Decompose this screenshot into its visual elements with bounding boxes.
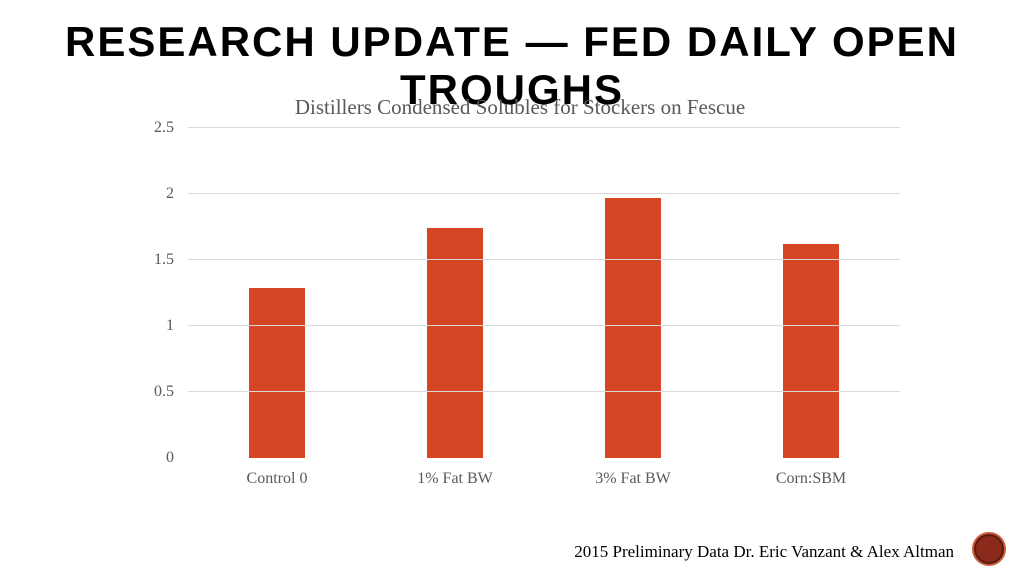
x-tick-label: 3% Fat BW: [544, 470, 722, 488]
bars-container: [188, 128, 900, 458]
bar-slot: [722, 128, 900, 458]
bar: [427, 228, 483, 458]
x-tick-label: 1% Fat BW: [366, 470, 544, 488]
x-tick-label: Control 0: [188, 470, 366, 488]
bar: [605, 198, 661, 458]
bar: [249, 288, 305, 458]
plot-area: 00.511.522.5 Control 01% Fat BW3% Fat BW…: [140, 128, 900, 458]
grid-line: [188, 259, 900, 260]
y-tick-label: 1: [166, 317, 174, 335]
grid-line: [188, 325, 900, 326]
grid-line: [188, 127, 900, 128]
chart-title: Distillers Condensed Solubles for Stocke…: [140, 95, 900, 120]
footer-credit: 2015 Preliminary Data Dr. Eric Vanzant &…: [574, 542, 954, 562]
grid-line: [188, 391, 900, 392]
y-tick-label: 0: [166, 449, 174, 467]
grid-area: [188, 128, 900, 458]
y-tick-label: 2: [166, 185, 174, 203]
bar: [783, 244, 839, 458]
bar-slot: [188, 128, 366, 458]
x-tick-label: Corn:SBM: [722, 470, 900, 488]
y-tick-label: 1.5: [154, 251, 174, 269]
bar-slot: [366, 128, 544, 458]
bar-slot: [544, 128, 722, 458]
y-axis: 00.511.522.5: [140, 128, 182, 458]
y-tick-label: 0.5: [154, 383, 174, 401]
y-tick-label: 2.5: [154, 119, 174, 137]
grid-line: [188, 193, 900, 194]
x-axis-labels: Control 01% Fat BW3% Fat BWCorn:SBM: [188, 470, 900, 488]
medal-icon: [972, 532, 1006, 566]
bar-chart: Distillers Condensed Solubles for Stocke…: [140, 95, 900, 495]
